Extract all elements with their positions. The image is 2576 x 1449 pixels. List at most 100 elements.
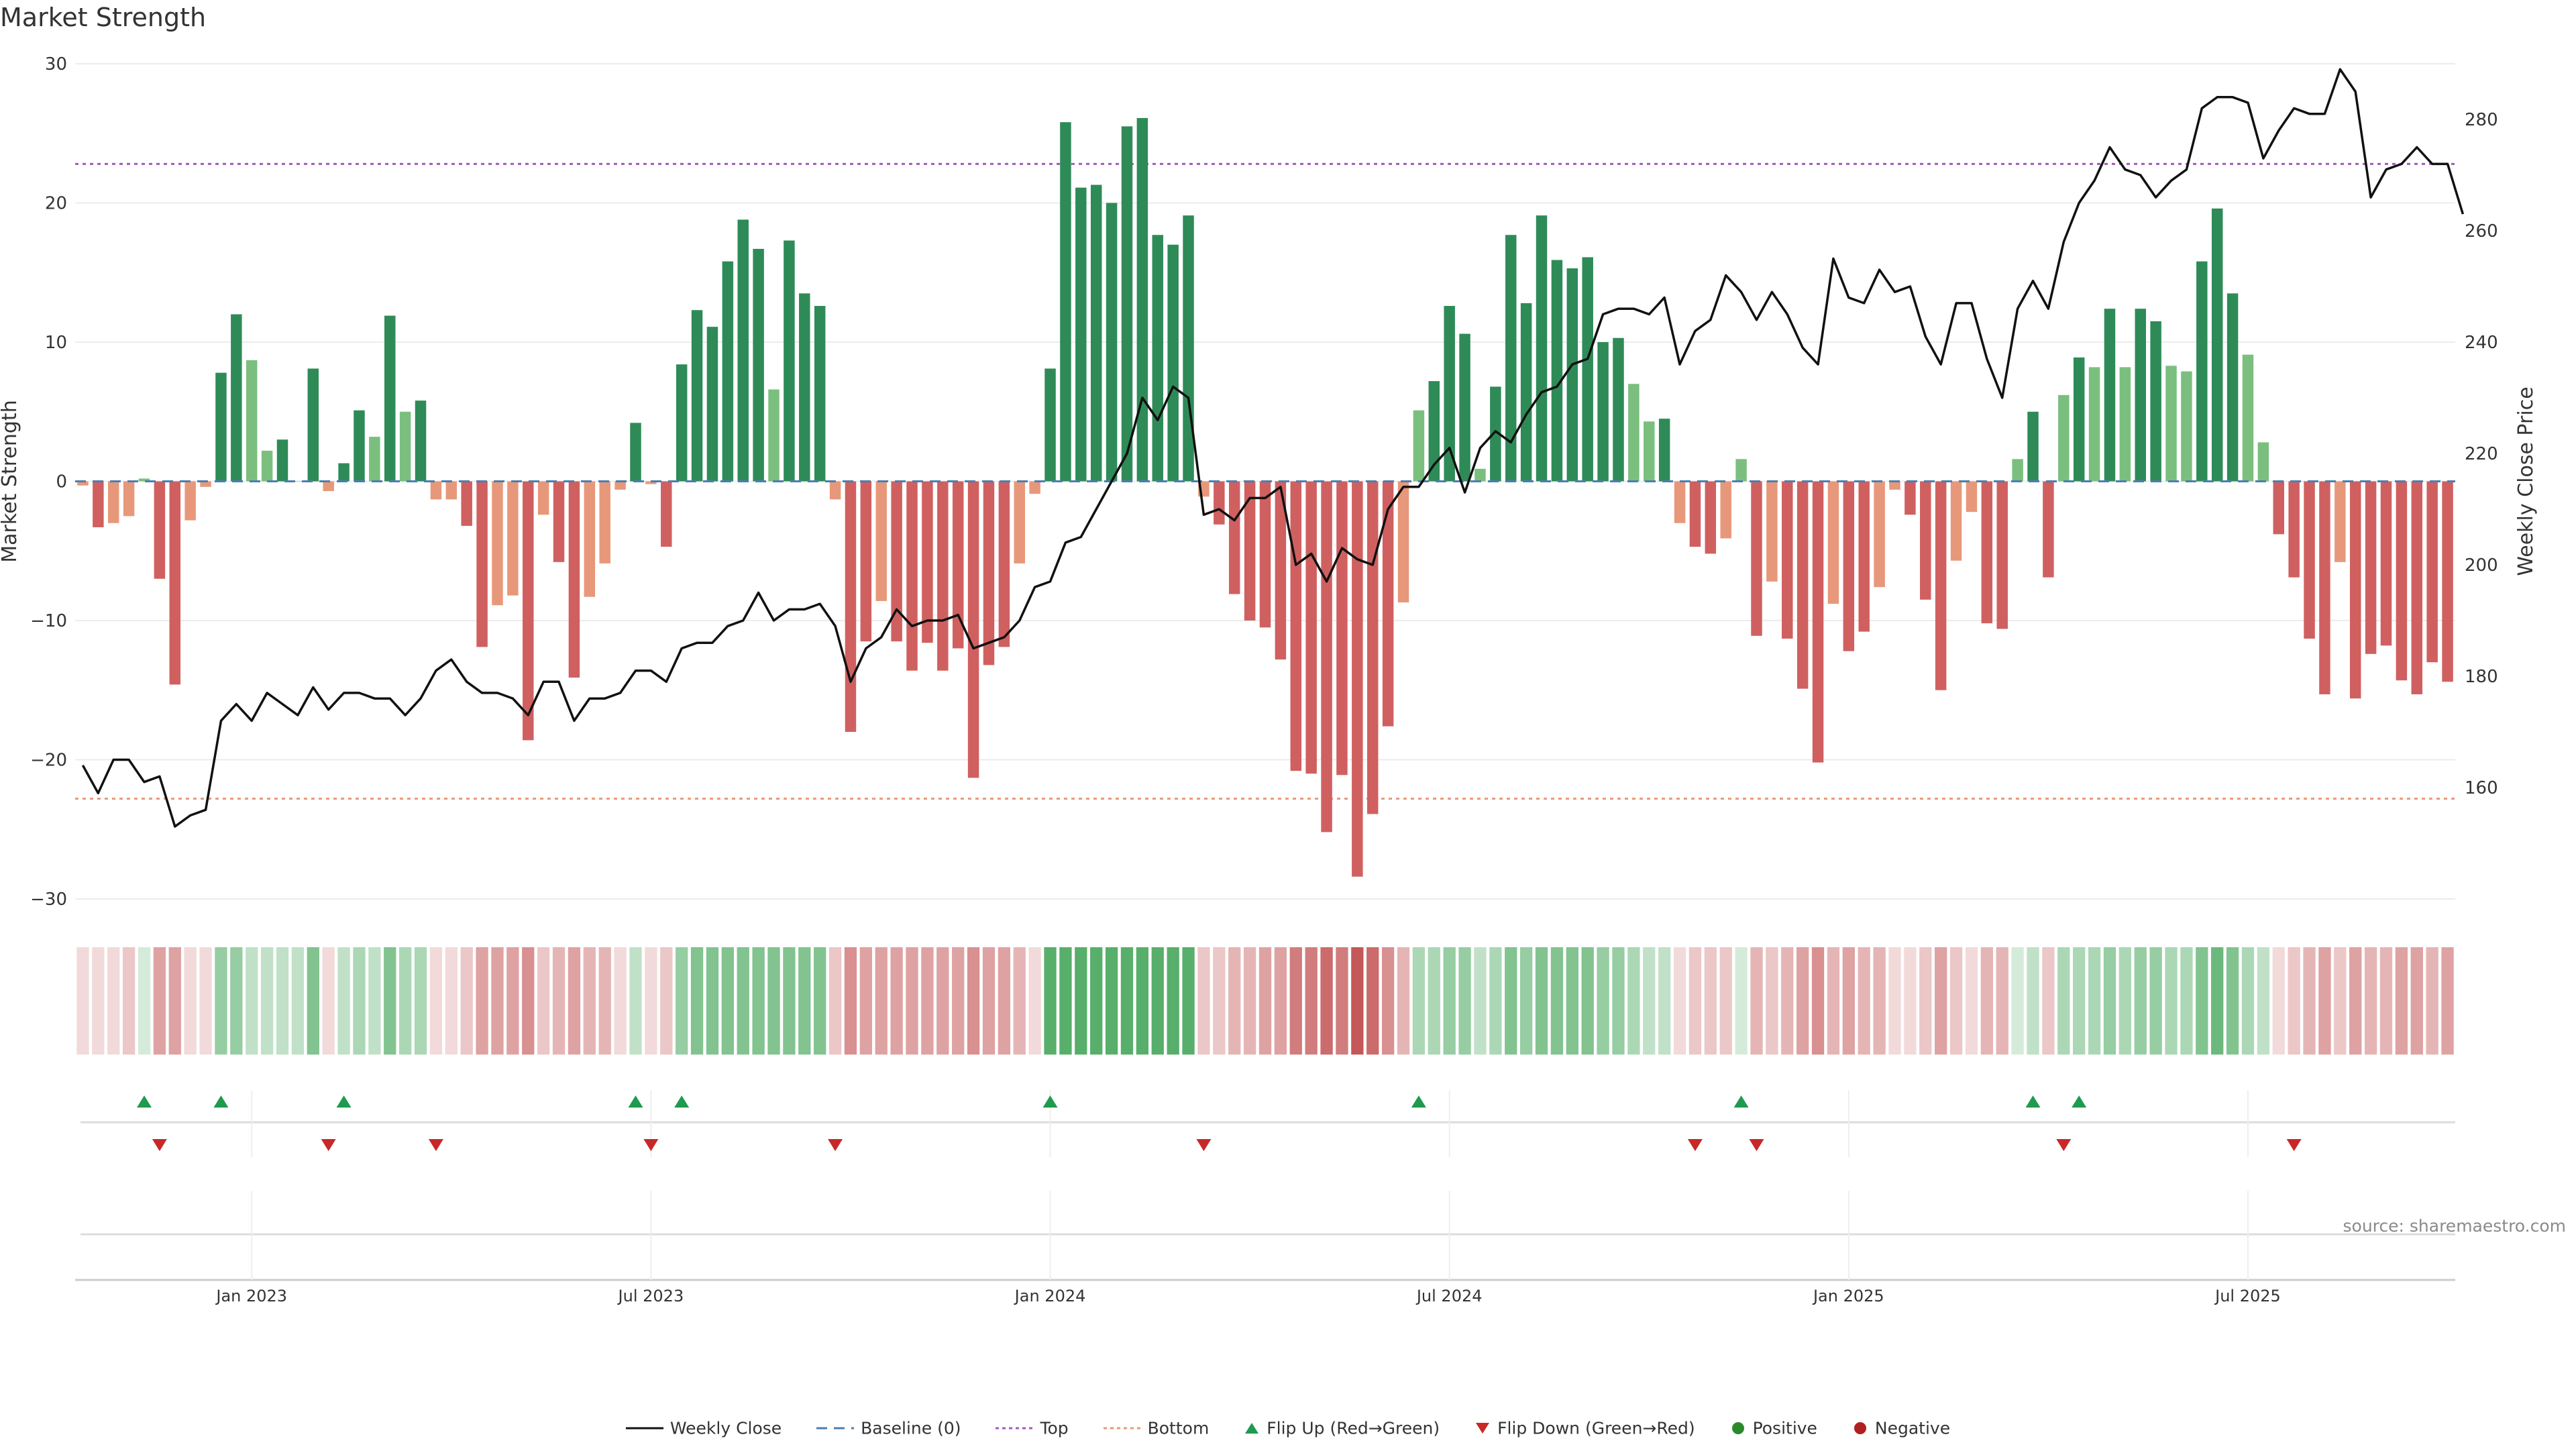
heat-cell bbox=[936, 947, 949, 1055]
strength-bar bbox=[1551, 260, 1563, 482]
y2-tick-label: 180 bbox=[2465, 667, 2498, 687]
strength-bar bbox=[2119, 367, 2131, 482]
heat-cell bbox=[322, 947, 335, 1055]
flip-down-marker bbox=[2286, 1139, 2302, 1151]
heat-strip bbox=[76, 947, 2454, 1055]
flip-down-marker bbox=[152, 1139, 167, 1151]
strength-bar bbox=[1674, 481, 1686, 523]
strength-bar bbox=[2043, 481, 2054, 578]
heat-cell bbox=[291, 947, 305, 1055]
strength-bar bbox=[1874, 481, 1885, 588]
flip-down-marker bbox=[2056, 1139, 2072, 1151]
heat-cell bbox=[1505, 947, 1517, 1055]
strength-bar bbox=[1428, 381, 1440, 482]
heat-cell bbox=[1873, 947, 1886, 1055]
strength-bar bbox=[1244, 481, 1256, 621]
strength-bar bbox=[1459, 333, 1470, 482]
heat-cell bbox=[1750, 947, 1763, 1055]
y2-tick-label: 160 bbox=[2465, 778, 2498, 798]
strength-bar bbox=[2411, 481, 2423, 694]
heat-cell bbox=[1059, 947, 1072, 1055]
strength-bar bbox=[1290, 481, 1302, 771]
flip-up-marker bbox=[1733, 1095, 1749, 1108]
strength-bar bbox=[1152, 235, 1164, 482]
strength-bar bbox=[922, 481, 933, 643]
legend-label: Negative bbox=[1874, 1418, 1951, 1438]
y2-tick-label: 220 bbox=[2465, 444, 2498, 464]
heat-cell bbox=[1458, 947, 1471, 1055]
heat-cell bbox=[398, 947, 412, 1055]
y-tick-label: 30 bbox=[45, 54, 67, 74]
strength-bar bbox=[691, 310, 703, 482]
strength-bar bbox=[1014, 481, 1025, 564]
y-tick-label: 10 bbox=[45, 333, 67, 353]
heat-cell bbox=[1474, 947, 1487, 1055]
heat-cell bbox=[414, 947, 427, 1055]
heat-cell bbox=[690, 947, 704, 1055]
strength-bar bbox=[1996, 481, 2008, 629]
heat-cell bbox=[1766, 947, 1778, 1055]
legend-label: Top bbox=[1040, 1418, 1069, 1438]
heat-cell bbox=[2226, 947, 2239, 1055]
time-axis: Jan 2023 Jul 2023 Jan 2024 Jul 2024 Jan 2025… bbox=[75, 1191, 2455, 1305]
strength-bar bbox=[2181, 371, 2192, 482]
strength-bar bbox=[415, 400, 427, 482]
y2-tick-label: 260 bbox=[2465, 221, 2498, 241]
strength-bar bbox=[276, 439, 288, 482]
strength-bar bbox=[1136, 117, 1148, 482]
strength-bar bbox=[1950, 481, 1962, 561]
heat-cell bbox=[1013, 947, 1026, 1055]
strength-bar bbox=[1490, 386, 1501, 482]
strength-bar bbox=[768, 389, 780, 482]
heat-cell bbox=[706, 947, 719, 1055]
strength-bar bbox=[937, 481, 949, 671]
strength-bar bbox=[1658, 419, 1670, 482]
strength-bar bbox=[1520, 303, 1532, 482]
heat-cell bbox=[199, 947, 212, 1055]
strength-bar bbox=[123, 481, 135, 517]
y-tick-label: 0 bbox=[56, 472, 67, 492]
strength-bar bbox=[261, 450, 273, 482]
strength-bar bbox=[1827, 481, 1839, 604]
heat-cell bbox=[1781, 947, 1794, 1055]
heat-cell bbox=[721, 947, 734, 1055]
strength-bar bbox=[1044, 368, 1056, 482]
strength-bar bbox=[1214, 481, 1225, 525]
heat-cell bbox=[1213, 947, 1226, 1055]
strength-bar bbox=[1336, 481, 1348, 775]
strength-bar bbox=[323, 481, 334, 492]
strength-bar bbox=[2365, 481, 2377, 654]
legend-item-top: Top bbox=[996, 1417, 1069, 1438]
heat-cell bbox=[1581, 947, 1594, 1055]
legend-label: Weekly Close bbox=[669, 1418, 782, 1438]
flip-up-marker bbox=[674, 1095, 690, 1108]
x-tick-label: Jan 2024 bbox=[1014, 1287, 1086, 1305]
heat-cell bbox=[2118, 947, 2132, 1055]
strength-bar bbox=[1904, 481, 1916, 515]
flip-down-icon bbox=[1476, 1422, 1490, 1434]
heat-cell bbox=[260, 947, 274, 1055]
heat-cell bbox=[246, 947, 258, 1055]
flip-up-marker bbox=[137, 1095, 152, 1108]
heat-cell bbox=[1397, 947, 1410, 1055]
heat-cell bbox=[2288, 947, 2300, 1055]
strength-bar bbox=[338, 463, 350, 482]
x-tick-label: Jan 2025 bbox=[1812, 1287, 1884, 1305]
legend-item-flip-up: Flip Up (Red→Green) bbox=[1244, 1417, 1440, 1438]
heat-cell bbox=[168, 947, 181, 1055]
strength-bar bbox=[2273, 481, 2285, 535]
strength-bar bbox=[1382, 481, 1394, 727]
strength-bar bbox=[1305, 481, 1317, 774]
flip-up-marker bbox=[628, 1095, 643, 1108]
heat-cell bbox=[153, 947, 166, 1055]
heat-cell bbox=[1904, 947, 1917, 1055]
strength-bar bbox=[2380, 481, 2392, 646]
flip-up-marker bbox=[336, 1095, 352, 1108]
strength-bar bbox=[1106, 203, 1118, 482]
strength-bar bbox=[184, 481, 196, 521]
heat-cell bbox=[1289, 947, 1302, 1055]
x-tick-label: Jan 2023 bbox=[215, 1287, 287, 1305]
heat-cell bbox=[1919, 947, 1932, 1055]
strength-bar bbox=[753, 248, 764, 482]
heat-cell bbox=[276, 947, 289, 1055]
